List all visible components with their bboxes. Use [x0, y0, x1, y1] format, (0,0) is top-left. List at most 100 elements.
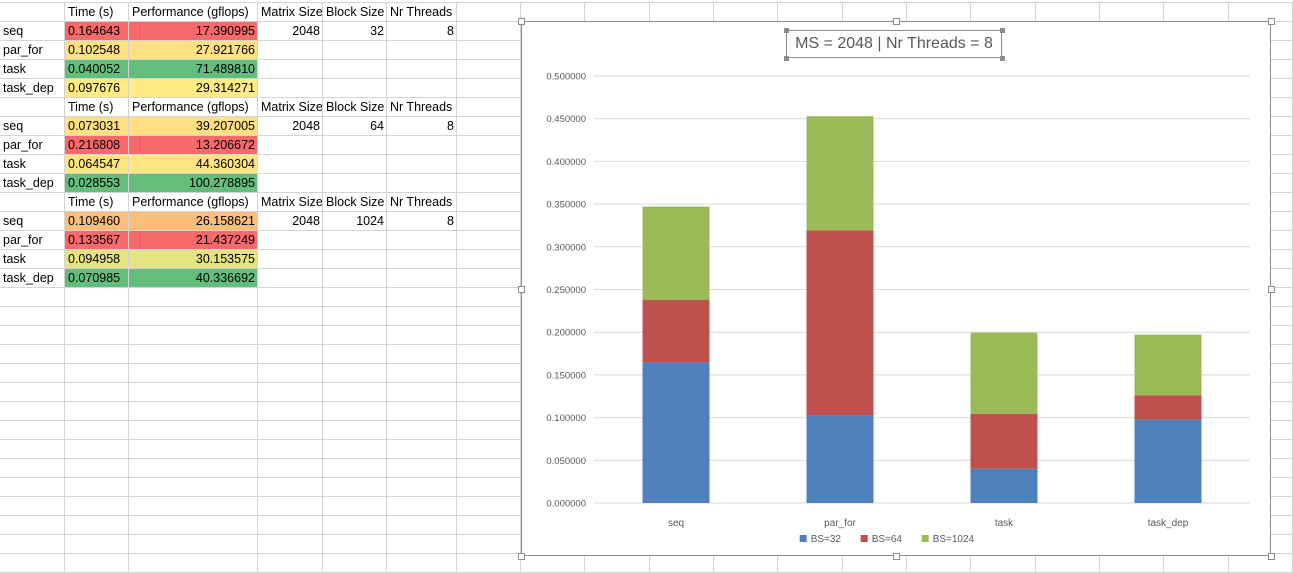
sheet-cell[interactable]	[457, 174, 521, 193]
sheet-cell[interactable]	[0, 3, 65, 22]
row-label[interactable]: task_dep	[0, 269, 65, 288]
sheet-cell[interactable]	[457, 231, 521, 250]
sheet-cell[interactable]	[457, 79, 521, 98]
column-header[interactable]: Nr Threads	[387, 3, 457, 22]
sheet-cell[interactable]	[65, 497, 129, 516]
sheet-cell[interactable]	[129, 402, 258, 421]
sheet-cell[interactable]	[387, 345, 457, 364]
sheet-cell[interactable]	[129, 364, 258, 383]
sheet-cell[interactable]	[457, 155, 521, 174]
sheet-cell[interactable]	[1036, 3, 1100, 22]
sheet-cell[interactable]	[323, 402, 387, 421]
sheet-cell[interactable]	[457, 307, 521, 326]
sheet-cell[interactable]	[323, 326, 387, 345]
sheet-cell[interactable]	[457, 3, 521, 22]
column-header[interactable]: Nr Threads	[387, 193, 457, 212]
time-value[interactable]: 0.094958	[65, 250, 129, 269]
sheet-cell[interactable]	[457, 60, 521, 79]
sheet-cell[interactable]	[0, 402, 65, 421]
sheet-cell[interactable]	[258, 440, 323, 459]
row-label[interactable]: task_dep	[0, 79, 65, 98]
title-handle[interactable]	[784, 56, 789, 61]
sheet-cell[interactable]	[323, 459, 387, 478]
column-header[interactable]: Matrix Size	[258, 98, 323, 117]
sheet-cell[interactable]	[65, 459, 129, 478]
sheet-cell[interactable]	[585, 3, 650, 22]
resize-handle[interactable]	[1268, 553, 1275, 560]
sheet-cell[interactable]	[457, 459, 521, 478]
sheet-cell[interactable]	[0, 364, 65, 383]
sheet-cell[interactable]	[323, 440, 387, 459]
sheet-cell[interactable]	[258, 174, 323, 193]
column-header[interactable]: Time (s)	[65, 193, 129, 212]
sheet-cell[interactable]	[387, 136, 457, 155]
sheet-cell[interactable]	[65, 288, 129, 307]
sheet-cell[interactable]	[258, 60, 323, 79]
sheet-cell[interactable]	[65, 440, 129, 459]
performance-value[interactable]: 17.390995	[129, 22, 258, 41]
sheet-cell[interactable]	[258, 250, 323, 269]
sheet-cell[interactable]	[0, 345, 65, 364]
nr-threads-value[interactable]: 8	[387, 117, 457, 136]
sheet-cell[interactable]	[387, 250, 457, 269]
sheet-cell[interactable]	[457, 326, 521, 345]
sheet-cell[interactable]	[457, 288, 521, 307]
performance-value[interactable]: 26.158621	[129, 212, 258, 231]
sheet-cell[interactable]	[129, 307, 258, 326]
sheet-cell[interactable]	[129, 535, 258, 554]
time-value[interactable]: 0.028553	[65, 174, 129, 193]
column-header[interactable]: Block Size	[323, 3, 387, 22]
sheet-cell[interactable]	[323, 345, 387, 364]
resize-handle[interactable]	[518, 285, 525, 293]
sheet-cell[interactable]	[457, 345, 521, 364]
sheet-cell[interactable]	[258, 288, 323, 307]
sheet-cell[interactable]	[387, 155, 457, 174]
sheet-cell[interactable]	[1229, 3, 1293, 22]
sheet-cell[interactable]	[323, 269, 387, 288]
column-header[interactable]: Block Size	[323, 193, 387, 212]
row-label[interactable]: task	[0, 155, 65, 174]
performance-value[interactable]: 29.314271	[129, 79, 258, 98]
sheet-cell[interactable]	[65, 345, 129, 364]
sheet-cell[interactable]	[457, 364, 521, 383]
sheet-cell[interactable]	[65, 421, 129, 440]
sheet-cell[interactable]	[387, 307, 457, 326]
sheet-cell[interactable]	[0, 516, 65, 535]
column-header[interactable]: Block Size	[323, 98, 387, 117]
sheet-cell[interactable]	[457, 269, 521, 288]
sheet-cell[interactable]	[387, 60, 457, 79]
sheet-cell[interactable]	[0, 440, 65, 459]
sheet-cell[interactable]	[323, 554, 387, 573]
sheet-cell[interactable]	[258, 459, 323, 478]
sheet-cell[interactable]	[129, 326, 258, 345]
sheet-cell[interactable]	[457, 554, 521, 573]
performance-value[interactable]: 100.278895	[129, 174, 258, 193]
sheet-cell[interactable]	[65, 402, 129, 421]
sheet-cell[interactable]	[323, 307, 387, 326]
sheet-cell[interactable]	[323, 288, 387, 307]
sheet-cell[interactable]	[0, 383, 65, 402]
resize-handle[interactable]	[893, 18, 900, 25]
sheet-cell[interactable]	[457, 117, 521, 136]
sheet-cell[interactable]	[323, 383, 387, 402]
sheet-cell[interactable]	[65, 364, 129, 383]
sheet-cell[interactable]	[129, 383, 258, 402]
sheet-cell[interactable]	[0, 421, 65, 440]
sheet-cell[interactable]	[129, 345, 258, 364]
sheet-cell[interactable]	[129, 554, 258, 573]
sheet-cell[interactable]	[323, 60, 387, 79]
time-value[interactable]: 0.133567	[65, 231, 129, 250]
block-size-value[interactable]: 64	[323, 117, 387, 136]
sheet-cell[interactable]	[1164, 3, 1229, 22]
sheet-cell[interactable]	[0, 554, 65, 573]
sheet-cell[interactable]	[258, 364, 323, 383]
row-label[interactable]: task_dep	[0, 174, 65, 193]
sheet-cell[interactable]	[323, 41, 387, 60]
column-header[interactable]: Time (s)	[65, 98, 129, 117]
sheet-cell[interactable]	[457, 440, 521, 459]
sheet-cell[interactable]	[387, 421, 457, 440]
performance-value[interactable]: 21.437249	[129, 231, 258, 250]
nr-threads-value[interactable]: 8	[387, 22, 457, 41]
sheet-cell[interactable]	[258, 326, 323, 345]
sheet-cell[interactable]	[387, 326, 457, 345]
